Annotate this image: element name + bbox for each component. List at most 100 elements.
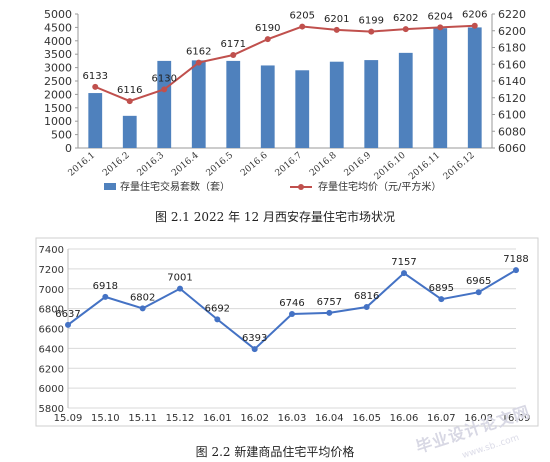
x-tick-label: 16.02 <box>240 413 269 424</box>
chart-new-housing-price: 5800 6000 6200 6400 6600 6800 7000 7200 7400 6637… <box>35 237 539 427</box>
data-label: 6393 <box>242 333 267 344</box>
bar <box>226 60 241 148</box>
line-point <box>299 23 306 30</box>
bar <box>191 60 206 148</box>
data-label: 6637 <box>55 309 80 320</box>
y-tick-label: 7200 <box>39 265 64 276</box>
line-point <box>438 296 445 303</box>
bar <box>260 65 275 148</box>
x-tick-label: 16.05 <box>352 413 381 424</box>
bar <box>157 60 172 148</box>
left-tick-label: 500 <box>51 129 72 142</box>
right-tick-label: 6140 <box>498 75 526 88</box>
bar <box>398 52 413 148</box>
line-point <box>102 293 109 300</box>
line-point <box>195 59 202 66</box>
legend-line-label: 存量住宅均价（元/平方米） <box>318 180 441 193</box>
left-tick-label: 5000 <box>44 8 72 21</box>
data-label: 6116 <box>117 85 142 96</box>
caption-figure-2-2: 图 2.2 新建商品住宅平均价格 <box>195 445 355 459</box>
y-tick-label: 7000 <box>39 285 64 296</box>
x-tick-label: 2016.7 <box>274 150 305 178</box>
y-tick-label: 6800 <box>39 305 64 316</box>
bar <box>295 70 310 148</box>
left-tick-label: 0 <box>65 142 72 155</box>
x-tick-label: 2016.3 <box>136 150 167 178</box>
data-label: 6802 <box>130 292 155 303</box>
line-point <box>214 316 221 323</box>
line-point <box>289 310 295 317</box>
y-tick-label: 6200 <box>39 364 64 375</box>
bar <box>433 28 448 148</box>
x-tick-label: 16.09 <box>502 413 531 424</box>
line-point <box>177 285 183 292</box>
line-point <box>402 26 409 33</box>
right-tick-label: 6180 <box>498 42 526 55</box>
line-point <box>471 22 478 29</box>
data-label: 6206 <box>462 10 487 21</box>
data-label: 6746 <box>279 298 304 309</box>
y-tick-label: 6600 <box>39 325 64 336</box>
x-tick-label: 16.01 <box>203 413 232 424</box>
bar <box>329 61 344 149</box>
line-point <box>139 305 146 312</box>
x-tick-label: 2016.8 <box>308 150 339 178</box>
bar <box>88 93 103 148</box>
data-label: 6205 <box>290 11 315 22</box>
data-label: 6171 <box>221 39 246 50</box>
line-point <box>251 346 258 353</box>
data-label: 6895 <box>429 283 454 294</box>
left-tick-label: 4000 <box>44 35 72 48</box>
x-tick-label: 16.03 <box>278 413 307 424</box>
x-tick-label: 16.07 <box>427 413 456 424</box>
y-tick-label: 6000 <box>39 384 64 395</box>
plot-border <box>35 237 539 427</box>
line-point <box>65 321 71 328</box>
data-label: 6692 <box>205 303 230 314</box>
data-label: 6757 <box>317 297 342 308</box>
line-point <box>326 309 333 316</box>
x-tick-label: 2016.12 <box>442 151 477 183</box>
bar <box>122 115 137 148</box>
x-tick-label: 2016.9 <box>343 150 374 178</box>
line-point <box>437 24 444 31</box>
right-tick-label: 6060 <box>498 142 526 155</box>
x-tick-label: 16.04 <box>315 413 344 424</box>
line-point <box>363 304 370 311</box>
line-point <box>401 270 407 277</box>
data-label: 6918 <box>93 281 118 292</box>
line-point <box>126 98 133 105</box>
right-tick-label: 6080 <box>498 125 526 138</box>
left-tick-label: 1500 <box>44 102 72 115</box>
bar <box>467 27 482 148</box>
line-point <box>230 52 237 59</box>
data-label: 6133 <box>83 71 108 82</box>
y-tick-label: 6400 <box>39 344 64 355</box>
line-point <box>513 267 519 274</box>
data-label: 6130 <box>152 73 177 84</box>
line-point <box>264 36 271 43</box>
data-label: 6199 <box>359 16 384 27</box>
line-point <box>368 28 375 35</box>
data-label: 7001 <box>167 273 192 284</box>
line-point <box>475 289 482 296</box>
y-tick-label: 7400 <box>39 245 64 256</box>
left-tick-label: 4500 <box>44 21 72 34</box>
right-tick-label: 6160 <box>498 58 526 71</box>
right-tick-label: 6200 <box>498 25 526 38</box>
left-tick-label: 2500 <box>44 75 72 88</box>
caption-figure-2-1: 图 2.1 2022 年 12 月西安存量住宅市场状况 <box>155 210 395 224</box>
x-tick-label: 16.08 <box>464 413 493 424</box>
series-line <box>67 269 517 351</box>
legend-bar-swatch <box>104 183 116 190</box>
x-tick-label: 15.11 <box>128 413 157 424</box>
chart-stock-housing: 0500100015002000250030003500400045005000… <box>44 8 526 193</box>
right-tick-label: 6120 <box>498 92 526 105</box>
data-label: 6965 <box>466 276 491 287</box>
data-label: 6190 <box>255 23 280 34</box>
data-label: 7157 <box>391 257 416 268</box>
x-tick-label: 15.09 <box>54 413 83 424</box>
data-label: 6204 <box>428 11 453 22</box>
x-tick-label: 2016.11 <box>407 151 442 183</box>
data-label: 7188 <box>503 254 528 265</box>
